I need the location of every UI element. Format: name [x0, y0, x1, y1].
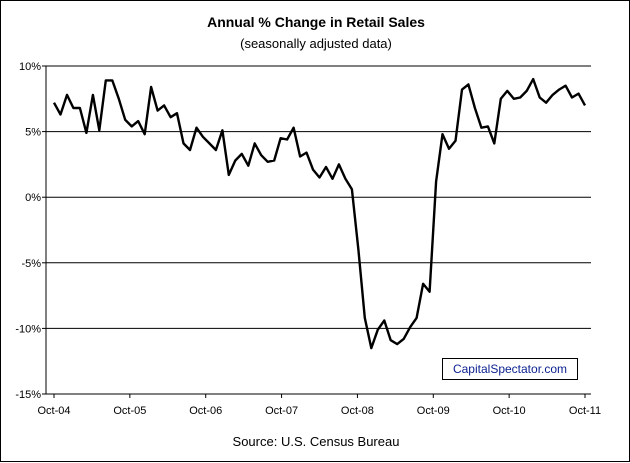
chart-subtitle: (seasonally adjusted data) — [240, 36, 392, 51]
watermark-label: CapitalSpectator.com — [442, 358, 578, 380]
series-points — [53, 78, 586, 349]
x-tick-label: Oct-08 — [341, 405, 374, 417]
chart-title: Annual % Change in Retail Sales — [207, 14, 425, 30]
x-tick-label: Oct-11 — [569, 405, 601, 417]
gridlines — [46, 65, 591, 329]
x-tick-labels: Oct-04 Oct-05 Oct-06 Oct-07 Oct-08 Oct-09 Oct-… — [37, 405, 601, 417]
x-tick-label: Oct-04 — [37, 405, 70, 417]
source-note: Source: U.S. Census Bureau — [232, 434, 400, 449]
x-tick-label: Oct-07 — [265, 405, 298, 417]
x-tick-label: Oct-09 — [417, 405, 450, 417]
y-tick-label: -10% — [15, 323, 41, 335]
axes — [42, 65, 591, 398]
y-tick-label: 5% — [25, 127, 41, 139]
y-tick-label: 0% — [25, 192, 41, 204]
x-tick-label: Oct-10 — [493, 405, 526, 417]
y-tick-labels: 10% 5% 0% -5% -10% -15% — [15, 61, 41, 401]
series-line — [52, 77, 587, 350]
y-tick-label: -5% — [21, 258, 41, 270]
series-lines — [52, 77, 587, 350]
x-tick-label: Oct-06 — [189, 405, 222, 417]
y-tick-label: 10% — [19, 61, 41, 73]
x-tick-label: Oct-05 — [113, 405, 146, 417]
y-tick-label: -15% — [15, 389, 41, 401]
